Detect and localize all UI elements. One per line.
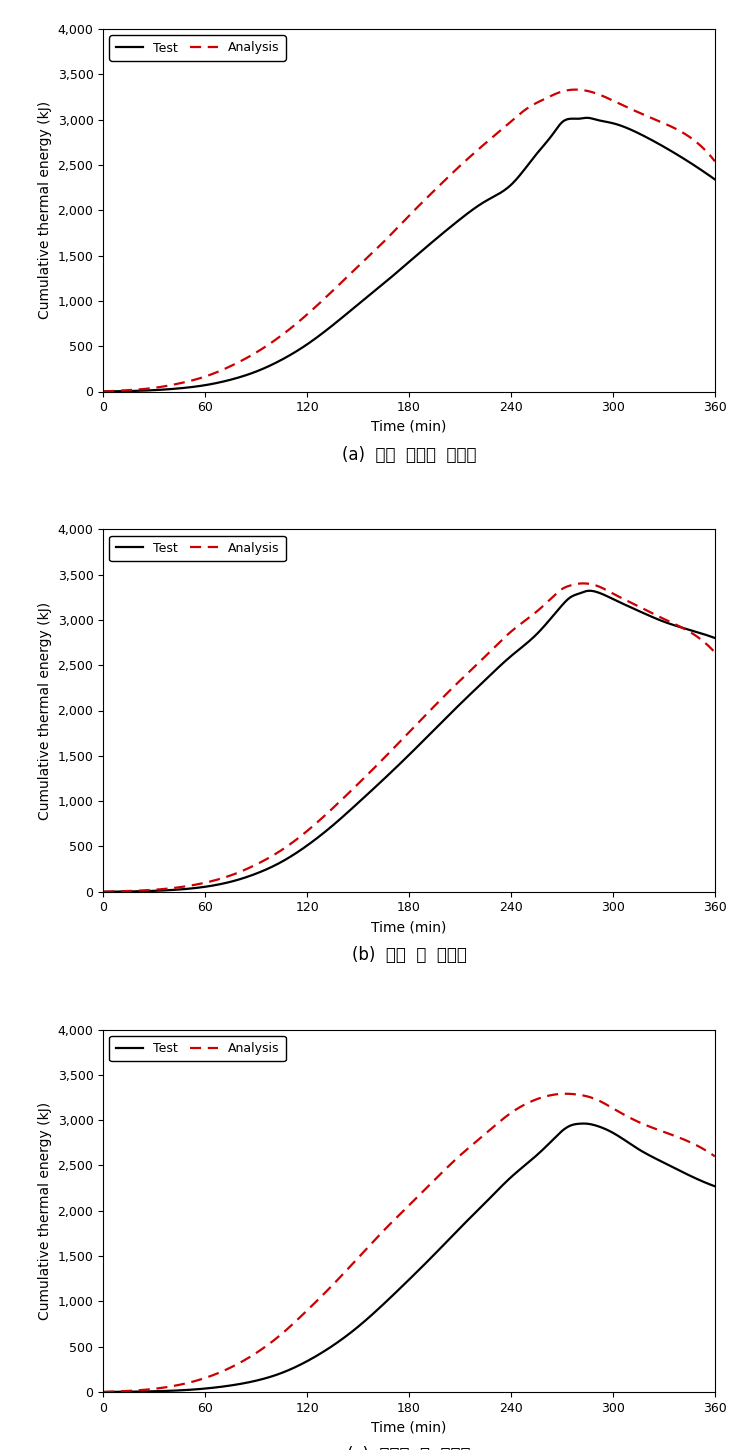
Analysis bbox=[697, 138, 706, 155]
X-axis label: Time (min): Time (min) bbox=[371, 921, 447, 934]
Test bbox=[583, 109, 592, 126]
Test bbox=[99, 383, 108, 400]
Text: (b)  리브  핀  파이프: (b) 리브 핀 파이프 bbox=[352, 947, 467, 964]
Test bbox=[601, 113, 610, 130]
Test bbox=[430, 721, 439, 738]
Test bbox=[463, 204, 472, 222]
Test bbox=[389, 1286, 398, 1304]
Analysis bbox=[463, 1140, 472, 1157]
Analysis bbox=[463, 666, 472, 683]
Analysis bbox=[99, 1383, 108, 1401]
Analysis bbox=[389, 223, 398, 241]
Test bbox=[710, 1177, 719, 1195]
Text: (a)  원형  열전달  파이프: (a) 원형 열전달 파이프 bbox=[342, 447, 476, 464]
Test bbox=[710, 629, 719, 647]
Test bbox=[585, 581, 594, 599]
Test bbox=[430, 232, 439, 249]
Line: Test: Test bbox=[103, 1124, 715, 1392]
Test bbox=[579, 1115, 588, 1132]
Test bbox=[463, 1212, 472, 1230]
Test bbox=[697, 625, 706, 642]
Y-axis label: Cumulative thermal energy (kJ): Cumulative thermal energy (kJ) bbox=[38, 1102, 52, 1320]
Legend: Test, Analysis: Test, Analysis bbox=[109, 1035, 286, 1061]
Test bbox=[601, 1121, 610, 1138]
Analysis bbox=[697, 631, 706, 648]
Analysis bbox=[561, 1085, 570, 1102]
Test bbox=[389, 761, 398, 779]
Analysis bbox=[430, 697, 439, 715]
Analysis bbox=[393, 1208, 402, 1225]
Test bbox=[393, 264, 402, 281]
Test bbox=[710, 171, 719, 188]
Analysis bbox=[710, 1148, 719, 1166]
Test bbox=[393, 757, 402, 774]
Test bbox=[430, 1246, 439, 1263]
Analysis bbox=[430, 1172, 439, 1189]
Test bbox=[601, 587, 610, 605]
Analysis bbox=[570, 81, 579, 99]
Y-axis label: Cumulative thermal energy (kJ): Cumulative thermal energy (kJ) bbox=[38, 602, 52, 819]
Y-axis label: Cumulative thermal energy (kJ): Cumulative thermal energy (kJ) bbox=[38, 102, 52, 319]
Line: Analysis: Analysis bbox=[103, 1093, 715, 1392]
Analysis bbox=[710, 644, 719, 661]
Line: Analysis: Analysis bbox=[103, 583, 715, 892]
Analysis bbox=[463, 151, 472, 168]
Analysis bbox=[697, 1140, 706, 1157]
Analysis bbox=[601, 88, 610, 106]
Legend: Test, Analysis: Test, Analysis bbox=[109, 35, 286, 61]
Analysis bbox=[601, 1096, 610, 1114]
Line: Test: Test bbox=[103, 117, 715, 392]
Test bbox=[463, 689, 472, 706]
Analysis bbox=[579, 574, 588, 592]
Analysis bbox=[99, 383, 108, 400]
Test bbox=[99, 1383, 108, 1401]
X-axis label: Time (min): Time (min) bbox=[371, 1421, 447, 1434]
Test bbox=[389, 267, 398, 284]
Test bbox=[393, 1282, 402, 1299]
Analysis bbox=[710, 152, 719, 170]
Line: Test: Test bbox=[103, 590, 715, 892]
Analysis bbox=[601, 581, 610, 599]
Text: (c)  종방향  핀  파이프: (c) 종방향 핀 파이프 bbox=[347, 1446, 471, 1450]
Legend: Test, Analysis: Test, Analysis bbox=[109, 535, 286, 561]
Line: Analysis: Analysis bbox=[103, 90, 715, 392]
Analysis bbox=[393, 735, 402, 753]
Analysis bbox=[393, 219, 402, 236]
Analysis bbox=[430, 181, 439, 199]
Test bbox=[697, 161, 706, 178]
X-axis label: Time (min): Time (min) bbox=[371, 420, 447, 434]
Analysis bbox=[99, 883, 108, 900]
Analysis bbox=[389, 740, 398, 757]
Analysis bbox=[389, 1212, 398, 1230]
Test bbox=[99, 883, 108, 900]
Test bbox=[697, 1172, 706, 1189]
